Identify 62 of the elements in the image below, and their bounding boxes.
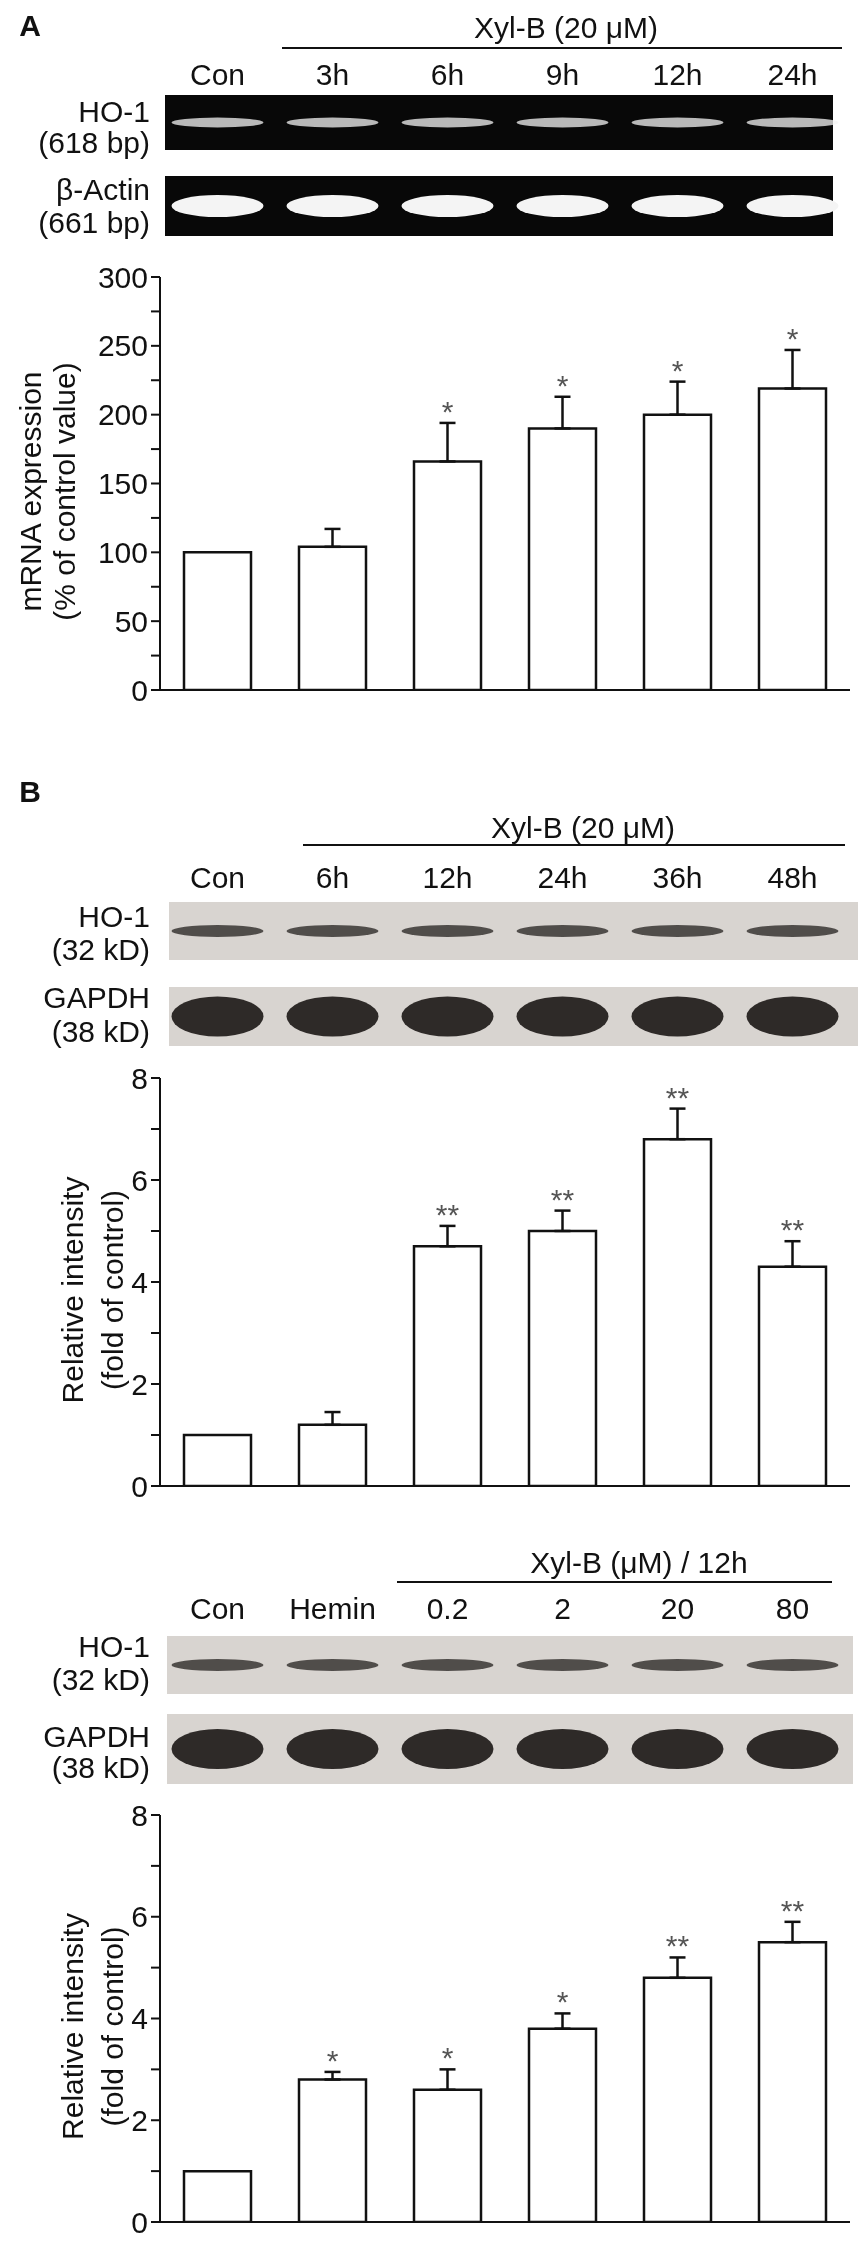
y-tick-label: 4 [131,2002,148,2036]
annotation: ** [665,1929,690,1963]
text: Xyl-B (μM) / 12h [530,1545,748,1579]
x-tick-label: 3h [315,57,350,91]
x-tick-label: 20 [660,1591,695,1625]
y-axis-title: Relative intensity (fold of control) [55,1176,129,1404]
x-tick-label: 6h [430,57,465,91]
annotation: * [556,368,569,402]
text: Xyl-B (20 μM) [491,810,675,844]
chart-title: A [19,8,41,42]
y-tick-label: 0 [131,1469,148,1503]
y-tick-label: 8 [131,1798,148,1832]
text: HO-1 (32 kD) [51,1629,150,1696]
text: HO-1 (618 bp) [38,94,150,159]
annotation: * [671,353,684,387]
x-tick-label: 24h [537,860,588,894]
text: GAPDH (38 kD) [43,1719,150,1784]
annotation: ** [780,1893,805,1927]
annotation: ** [665,1080,690,1114]
annotation: * [441,394,454,428]
x-tick-label: 12h [422,860,473,894]
y-tick-label: 4 [131,1265,148,1299]
x-tick-label: 48h [767,860,818,894]
x-tick-label: 24h [767,57,818,91]
y-tick-label: 0 [131,673,148,707]
text: β-Actin (661 bp) [38,172,150,239]
text: GAPDH (38 kD) [43,980,150,1048]
x-tick-label: Con [189,1591,246,1625]
y-tick-label: 250 [97,329,148,363]
y-tick-label: 50 [114,604,148,638]
y-tick-label: 0 [131,2205,148,2239]
x-tick-label: 9h [545,57,580,91]
y-tick-label: 100 [97,535,148,569]
x-tick-label: 0.2 [426,1591,469,1625]
y-tick-label: 300 [97,260,148,294]
annotation: * [556,1985,569,2019]
x-tick-label: 12h [652,57,703,91]
chart-title: B [19,774,41,808]
text: HO-1 (32 kD) [51,899,150,966]
y-tick-label: 8 [131,1061,148,1095]
x-tick-label: 2 [554,1591,571,1625]
y-tick-label: 2 [131,2103,148,2137]
y-tick-label: 6 [131,1163,148,1197]
x-tick-label: Con [189,57,246,91]
x-tick-label: 36h [652,860,703,894]
y-tick-label: 200 [97,398,148,432]
annotation: * [441,2041,454,2075]
x-tick-label: 6h [315,860,350,894]
annotation: ** [435,1197,460,1231]
text: Xyl-B (20 μM) [474,10,658,44]
y-tick-label: 150 [97,467,148,501]
x-tick-label: Con [189,860,246,894]
x-tick-label: 80 [775,1591,810,1625]
y-tick-label: 2 [131,1367,148,1401]
x-tick-label: Hemin [289,1591,376,1625]
y-axis-title: mRNA expression (% of control value) [13,362,81,621]
annotation: * [786,321,799,355]
annotation: * [326,2043,339,2077]
annotation: ** [780,1213,805,1247]
y-axis-title: Relative intensity (fold of control) [55,1913,129,2140]
annotation: ** [550,1182,575,1216]
y-tick-label: 6 [131,1900,148,1934]
